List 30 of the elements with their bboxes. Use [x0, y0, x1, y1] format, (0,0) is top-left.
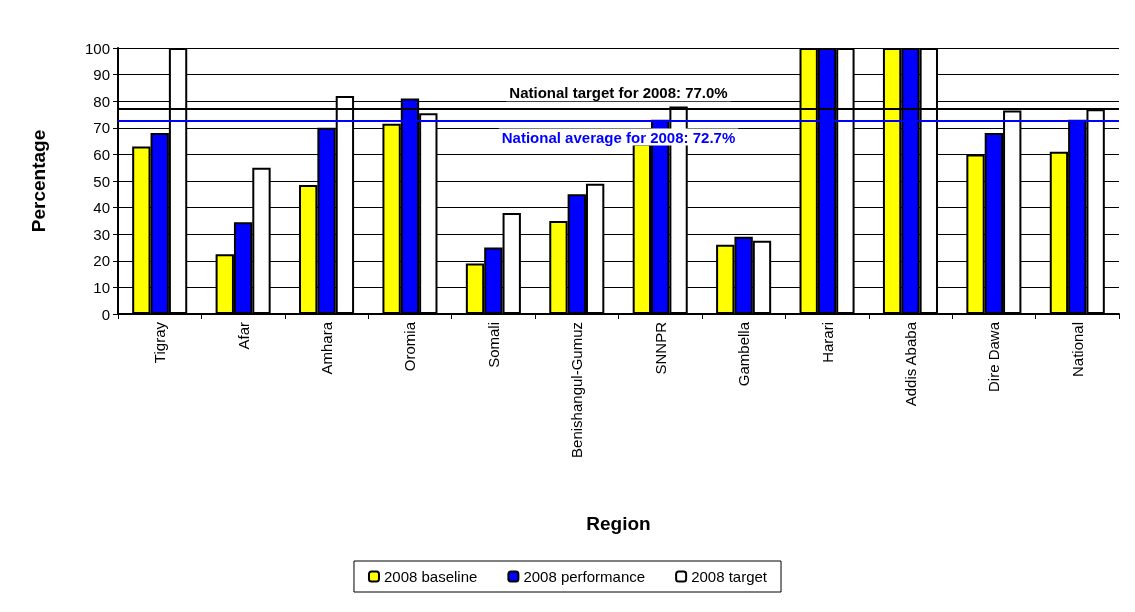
ref-line-label: National average for 2008: 72.7% — [501, 128, 736, 146]
x-tick-label: Oromia — [401, 321, 419, 372]
y-tick-label: 40 — [93, 199, 110, 217]
x-axis-title: Region — [586, 513, 651, 534]
y-tick-label: 50 — [93, 172, 110, 190]
y-tick-label: 80 — [93, 92, 110, 110]
y-tick-label: 70 — [93, 119, 110, 137]
legend-label: 2008 baseline — [383, 568, 478, 585]
ref-line-label: National target for 2008: 77.0% — [509, 84, 728, 102]
y-tick-label: 60 — [93, 145, 110, 163]
legend-label: 2008 performance — [523, 568, 646, 585]
x-tick-label: Amhara — [318, 321, 336, 375]
x-tick-label: National — [1068, 322, 1086, 378]
x-tick-label: Addis Ababa — [901, 321, 919, 407]
x-tick-label: Afar — [234, 322, 252, 350]
y-tick-label: 0 — [101, 305, 110, 323]
y-tick-label: 20 — [93, 252, 110, 270]
y-tick-label: 10 — [93, 278, 110, 296]
y-tick-label: 30 — [93, 225, 110, 243]
x-tick-label: Tigray — [151, 321, 169, 364]
x-tick-label: Benishangul-Gumuz — [568, 322, 586, 458]
legend-label: 2008 target — [691, 568, 768, 585]
x-tick-label: Somali — [484, 322, 502, 368]
y-tick-label: 100 — [84, 39, 110, 57]
x-tick-label: Gambella — [735, 321, 753, 387]
y-axis-title: Percentage — [28, 129, 49, 233]
y-tick-label: 90 — [93, 66, 110, 84]
x-tick-label: Harari — [818, 322, 836, 363]
x-tick-label: SNNPR — [651, 321, 669, 375]
x-tick-label: Dire Dawa — [985, 321, 1003, 393]
